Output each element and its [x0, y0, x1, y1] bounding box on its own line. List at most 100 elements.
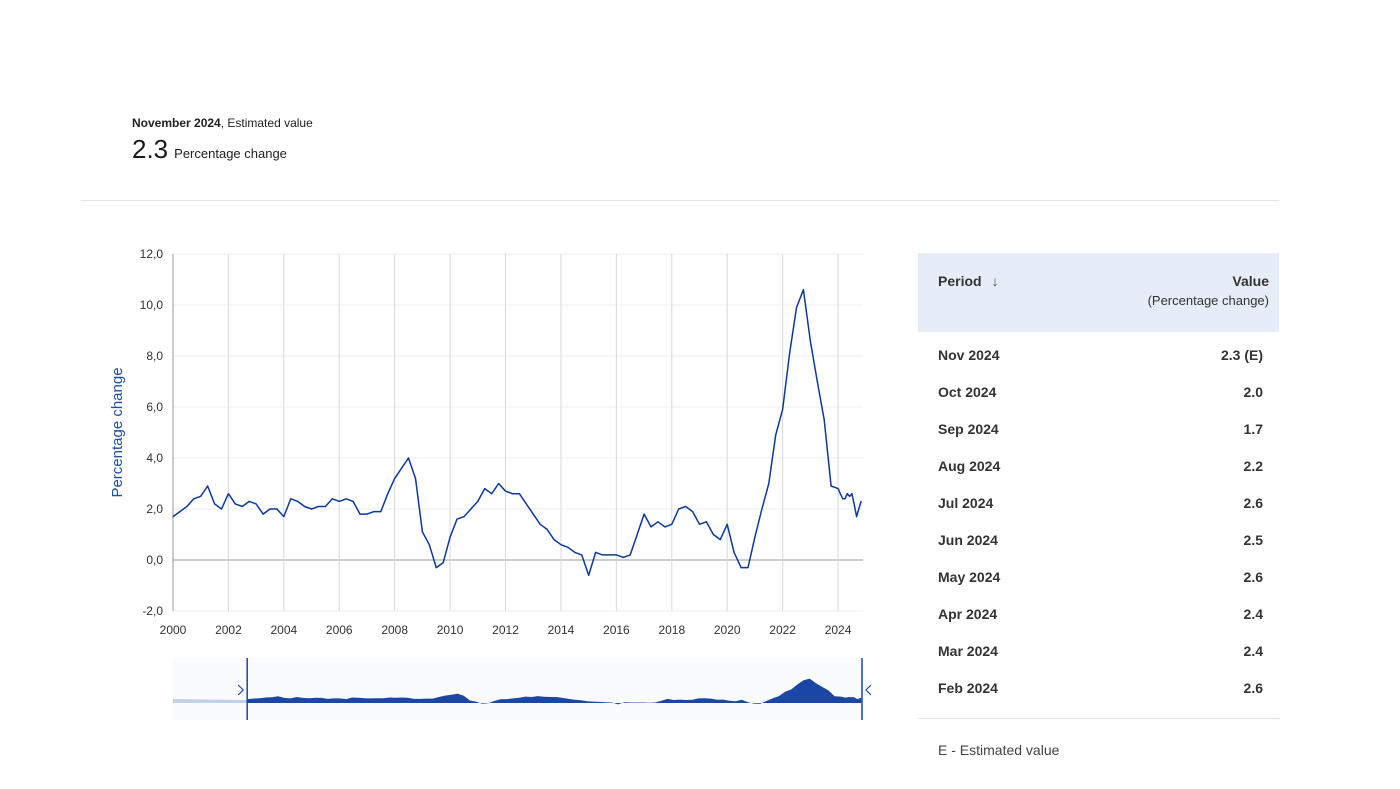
- data-point: [435, 567, 437, 569]
- headline-period: November 2024, Estimated value: [132, 116, 313, 130]
- x-tick-label: 2008: [381, 623, 408, 637]
- table-cell-value: 2.4: [1243, 643, 1263, 659]
- data-point: [262, 513, 264, 515]
- chevron-left-icon[interactable]: [865, 684, 872, 696]
- table-row: May 2024 2.6: [918, 558, 1279, 595]
- table-cell-value: 2.2: [1243, 458, 1263, 474]
- data-point: [401, 467, 403, 469]
- table-cell-period: Sep 2024: [938, 421, 999, 437]
- data-point: [387, 493, 389, 495]
- y-tick-label: 12,0: [140, 247, 164, 261]
- navigator-area: [247, 678, 862, 705]
- period-column-header[interactable]: Period ↓: [938, 273, 999, 289]
- table-cell-period: Oct 2024: [938, 384, 997, 400]
- table-row: Sep 2024 1.7: [918, 410, 1279, 447]
- data-point: [740, 567, 742, 569]
- data-point: [588, 574, 590, 576]
- table-cell-value: 2.3 (E): [1220, 347, 1263, 363]
- period-header-label: Period: [938, 273, 982, 289]
- data-point: [775, 434, 777, 436]
- data-point: [842, 498, 844, 500]
- data-point: [456, 518, 458, 520]
- y-tick-label: 2,0: [146, 502, 163, 516]
- data-point: [449, 536, 451, 538]
- data-point: [636, 533, 638, 536]
- table-cell-period: Nov 2024: [938, 347, 1000, 363]
- chevron-right-icon[interactable]: [237, 684, 245, 696]
- headline-value: 2.3: [132, 134, 169, 164]
- data-point: [317, 505, 320, 508]
- data-point: [234, 503, 236, 505]
- data-point: [255, 503, 257, 505]
- data-point: [830, 485, 832, 487]
- data-point: [860, 500, 862, 502]
- navigator-background: [173, 658, 863, 720]
- table-cell-value: 2.6: [1243, 495, 1263, 511]
- x-tick-label: 2012: [492, 623, 519, 637]
- data-point: [846, 493, 848, 495]
- data-point: [685, 505, 687, 508]
- data-point: [705, 521, 708, 523]
- table-row: Apr 2024 2.4: [918, 595, 1279, 632]
- data-point: [851, 493, 853, 495]
- x-tick-label: 2018: [658, 623, 685, 637]
- table-body: Nov 2024 2.3 (E) Oct 2024 2.0 Sep 2024 1.7 Aug…: [918, 336, 1279, 706]
- data-point: [768, 482, 770, 485]
- data-point: [186, 505, 188, 508]
- data-point: [484, 488, 486, 490]
- data-point: [788, 352, 791, 355]
- data-point: [594, 551, 597, 553]
- data-point: [310, 508, 313, 510]
- x-tick-label: 2006: [326, 623, 353, 637]
- table-cell-period: Feb 2024: [938, 680, 998, 696]
- data-point: [657, 521, 659, 523]
- data-point: [179, 510, 181, 513]
- data-point: [269, 508, 271, 510]
- data-point: [782, 408, 784, 411]
- y-tick-label: -2,0: [142, 604, 163, 618]
- line-chart[interactable]: -2,0 0,0 2,0 4,0 6,0 8,0 10,0 12,0 2000 2002 2004 2…: [100, 240, 880, 730]
- data-point: [858, 508, 860, 510]
- data-point: [380, 510, 382, 513]
- table-row: Oct 2024 2.0: [918, 373, 1279, 410]
- data-point: [837, 488, 839, 490]
- data-point: [816, 380, 818, 383]
- data-point: [200, 495, 202, 497]
- y-tick-label: 0,0: [146, 553, 163, 567]
- data-point: [574, 551, 576, 553]
- data-point: [823, 419, 825, 421]
- data-point: [414, 477, 417, 479]
- data-point: [754, 536, 756, 538]
- x-tick-label: 2004: [270, 623, 297, 637]
- headline-period-qualifier: , Estimated value: [220, 116, 313, 130]
- table-cell-value: 2.4: [1243, 606, 1263, 622]
- table-cell-period: Apr 2024: [938, 606, 998, 622]
- data-point: [650, 526, 652, 528]
- value-column-header: Value (Percentage change): [1148, 273, 1269, 308]
- data-point: [352, 500, 354, 502]
- table-cell-value: 1.7: [1243, 421, 1263, 437]
- x-tick-label: 2000: [160, 623, 187, 637]
- data-point: [172, 516, 174, 518]
- data-point: [844, 498, 846, 500]
- data-point: [809, 340, 811, 342]
- data-point: [248, 500, 250, 502]
- arrow-down-icon[interactable]: ↓: [991, 273, 999, 289]
- data-point: [428, 544, 430, 546]
- data-point: [491, 493, 493, 495]
- data-point: [622, 556, 624, 559]
- table-cell-period: Jul 2024: [938, 495, 994, 511]
- table-row: Feb 2024 2.6: [918, 669, 1279, 706]
- data-point: [747, 567, 749, 569]
- divider: [81, 200, 1279, 201]
- data-point: [338, 500, 340, 502]
- data-point: [304, 505, 306, 508]
- table-row: Jun 2024 2.5: [918, 521, 1279, 558]
- table-cell-value: 2.5: [1243, 532, 1263, 548]
- table-row: Mar 2024 2.4: [918, 632, 1279, 669]
- data-point: [671, 523, 673, 525]
- data-point: [853, 503, 855, 505]
- data-point: [615, 554, 617, 556]
- table-cell-value: 2.6: [1243, 569, 1263, 585]
- data-point: [394, 477, 396, 479]
